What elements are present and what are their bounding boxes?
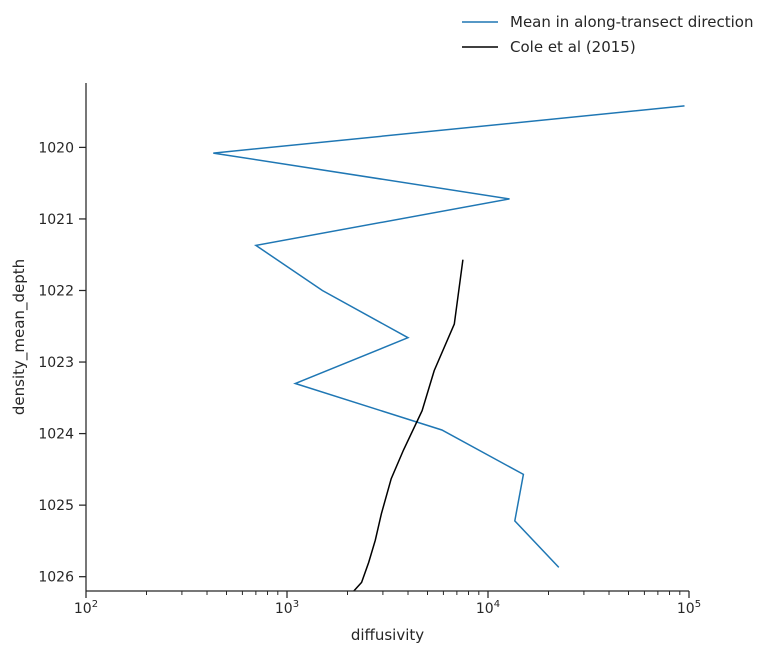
- y-tick-label: 1022: [38, 283, 74, 299]
- x-tick-label: 105: [677, 599, 701, 617]
- y-tick-label: 1021: [38, 212, 74, 228]
- series-group: [213, 105, 685, 592]
- y-tick-label: 1020: [38, 140, 74, 156]
- x-tick-label: 104: [476, 599, 500, 617]
- axes-group: [85, 83, 689, 592]
- y-ticks: 1020 1021 1022 1023 1024 1025 1026: [38, 140, 86, 586]
- y-tick-label: 1025: [38, 498, 74, 514]
- y-tick-label: 1023: [38, 355, 74, 371]
- legend-label-1: Mean in along-transect direction: [510, 13, 753, 31]
- x-tick-label: 102: [74, 599, 98, 617]
- legend: Mean in along-transect direction Cole et …: [462, 13, 753, 56]
- x-axis-label: diffusivity: [351, 626, 424, 644]
- y-tick-label: 1026: [38, 570, 74, 586]
- x-tick-label: 103: [275, 599, 299, 617]
- y-tick-label: 1024: [38, 427, 74, 443]
- y-axis-label: density_mean_depth: [10, 259, 29, 415]
- legend-label-2: Cole et al (2015): [510, 38, 636, 56]
- series-line-2: [353, 259, 464, 592]
- series-line-1: [213, 105, 685, 568]
- x-ticks: 102 103 104 105: [74, 591, 701, 617]
